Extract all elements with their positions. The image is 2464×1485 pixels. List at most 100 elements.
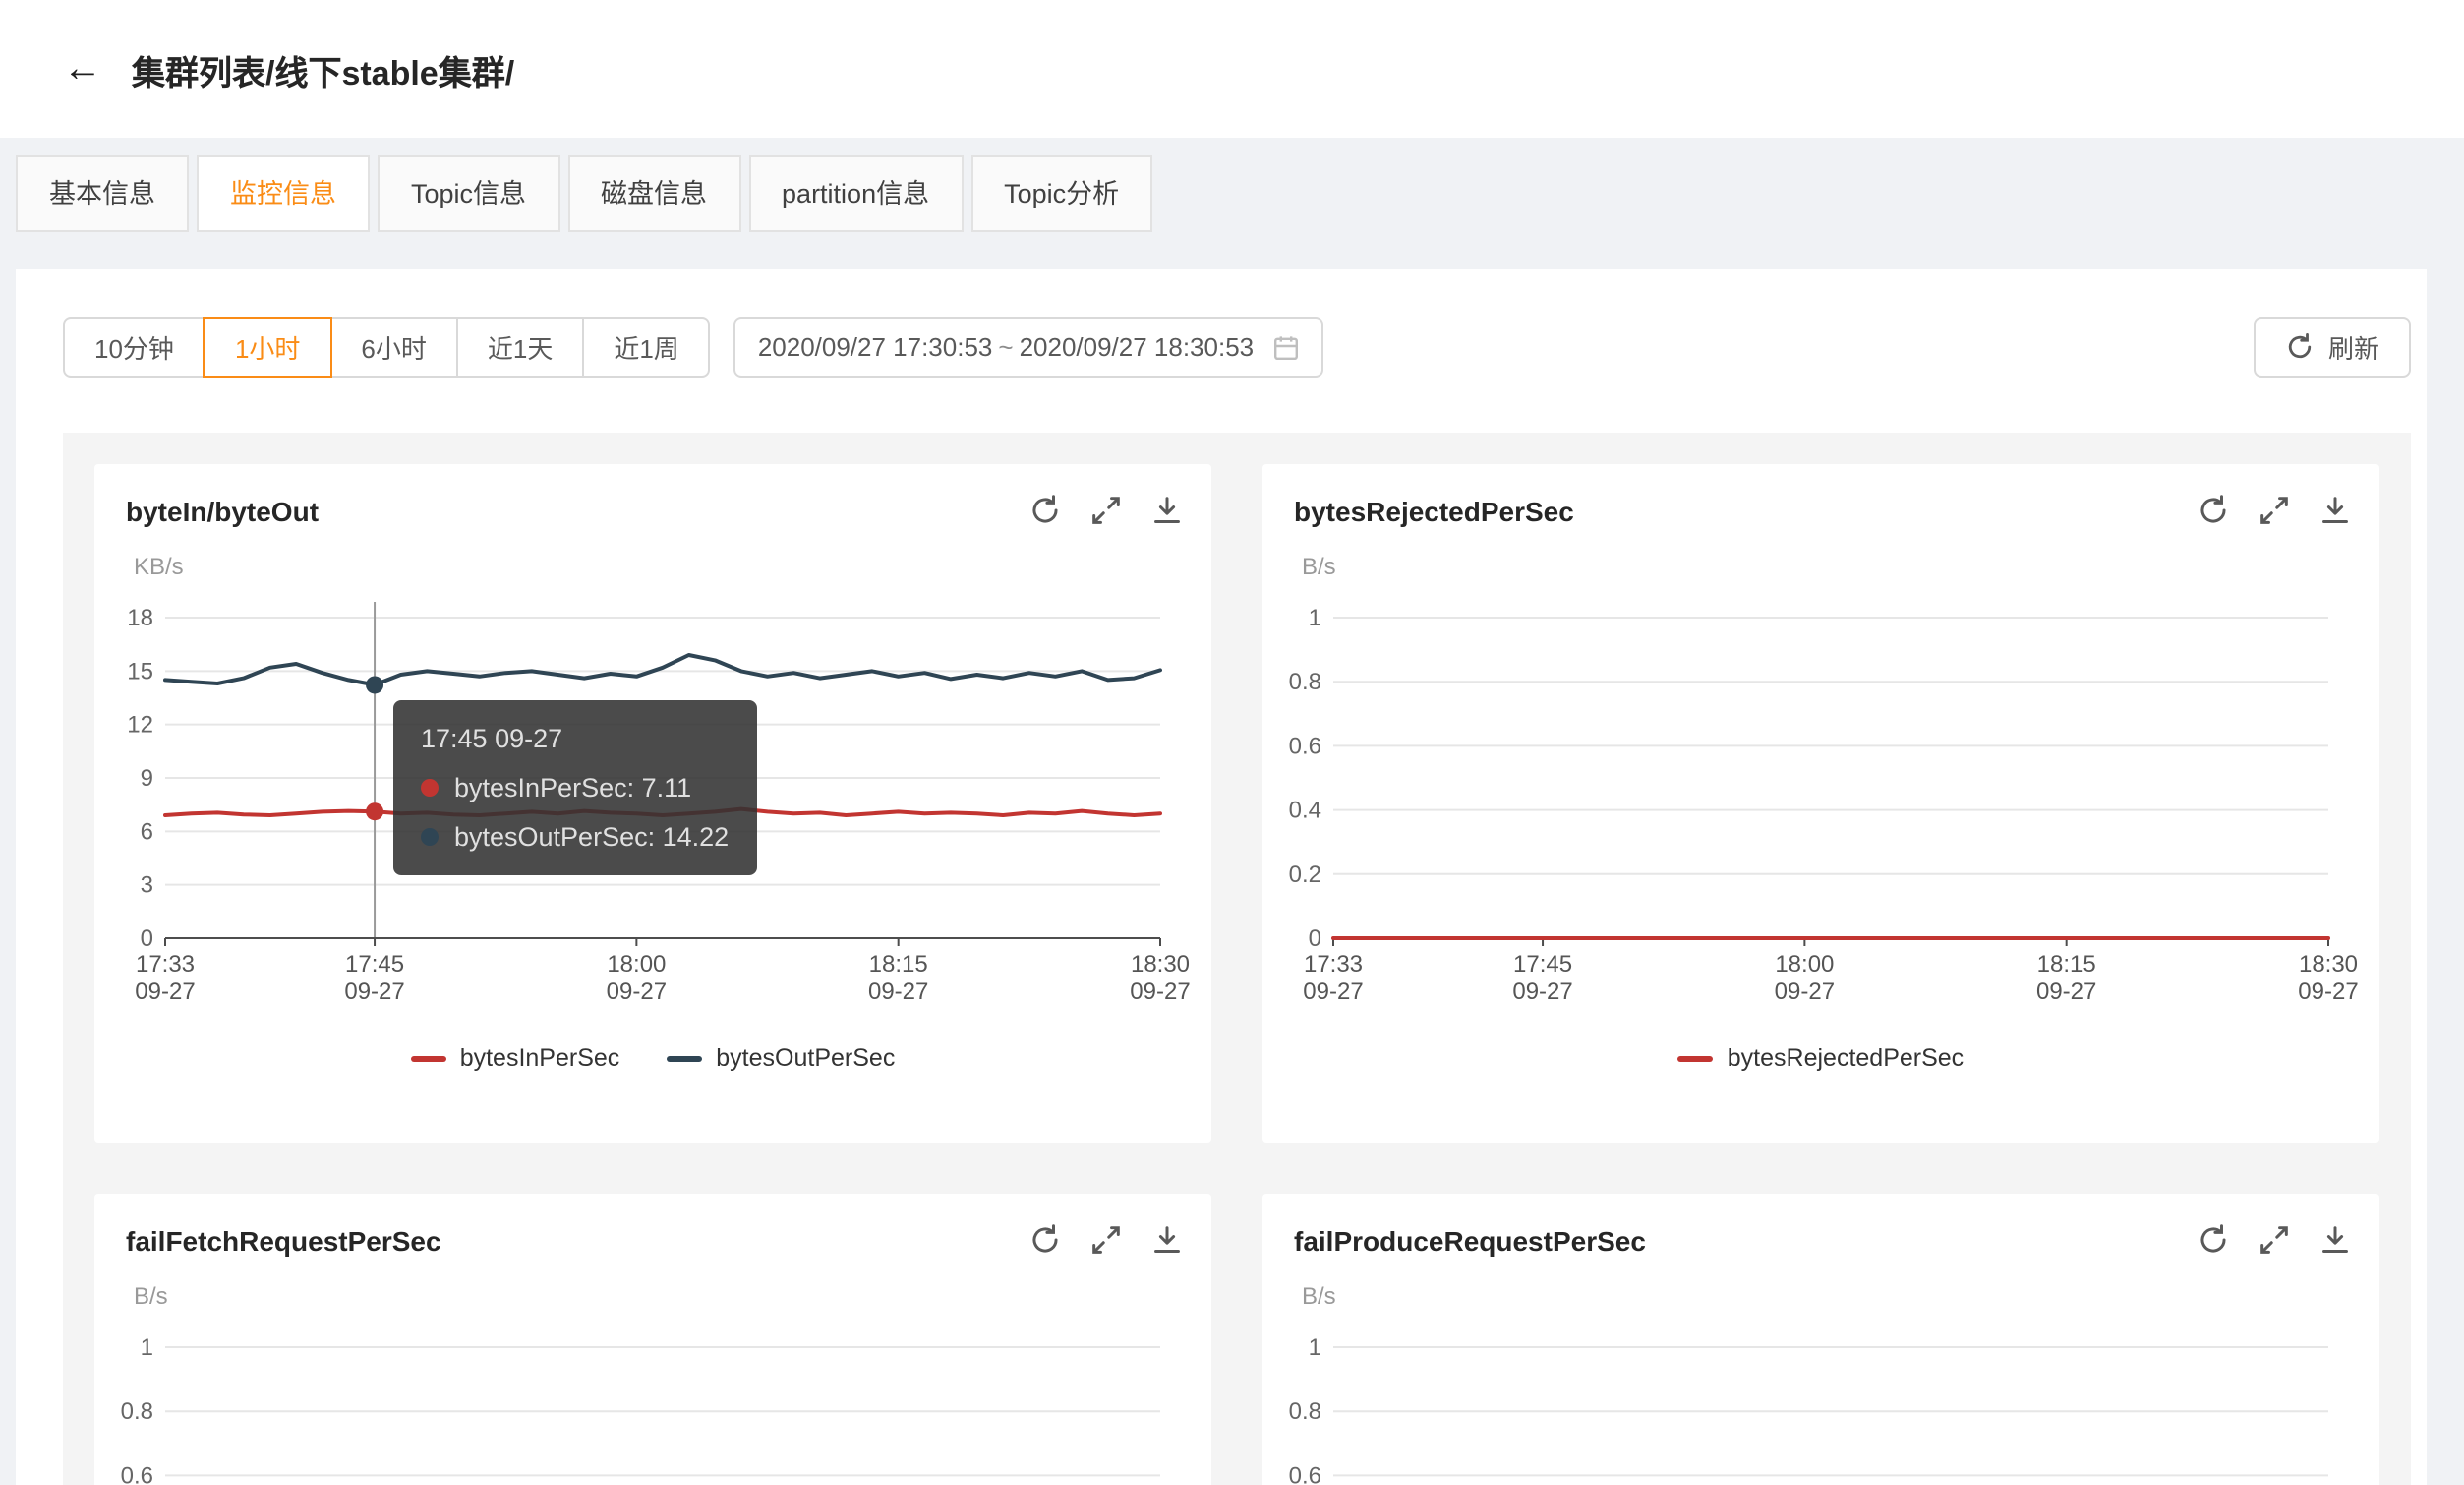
y-tick-label: 6 [141, 818, 153, 845]
chart-download-icon[interactable] [2318, 494, 2352, 527]
tab-partition-info[interactable]: partition信息 [748, 155, 964, 232]
y-tick-label: 0.6 [121, 1462, 153, 1485]
y-tick-label: 3 [141, 872, 153, 899]
chart-card-bytein-byteout: byteIn/byteOut KB/s 0 3 6 9 12 15 18 17:33 09-27… [94, 464, 1211, 1143]
y-tick-label: 0.4 [1289, 798, 1321, 824]
charts-container: byteIn/byteOut KB/s 0 3 6 9 12 15 18 17:33 09-27… [63, 433, 2411, 1485]
tab-disk-info[interactable]: 磁盘信息 [567, 155, 741, 232]
y-axis-unit: B/s [1302, 553, 1336, 580]
chart-refresh-icon[interactable] [2197, 494, 2230, 527]
chart-expand-icon[interactable] [1089, 494, 1123, 527]
breadcrumb-title: 集群列表/线下stable集群/ [132, 54, 515, 91]
time-range-1hour[interactable]: 1小时 [203, 317, 332, 378]
chart-expand-icon[interactable] [2258, 1223, 2291, 1257]
time-range-1week[interactable]: 近1周 [582, 317, 711, 378]
chart-legend: bytesInPerSec bytesOutPerSec [94, 1044, 1211, 1072]
tab-bar: 基本信息 监控信息 Topic信息 磁盘信息 partition信息 Topic… [16, 155, 2464, 232]
x-tick-label: 18:30 [2299, 951, 2358, 978]
y-tick-label: 0 [141, 925, 153, 952]
main-panel: 10分钟 1小时 6小时 近1天 近1周 2020/09/27 17:30:53… [16, 269, 2427, 1485]
chart-title: bytesRejectedPerSec [1294, 496, 1574, 527]
chart-expand-icon[interactable] [1089, 1223, 1123, 1257]
refresh-icon [2285, 332, 2315, 362]
chart-legend: bytesRejectedPerSec [1262, 1044, 2379, 1072]
back-arrow-icon[interactable]: ← [63, 47, 102, 90]
y-tick-label: 12 [127, 712, 153, 739]
y-tick-label: 9 [141, 765, 153, 792]
x-tick-date-label: 09-27 [1775, 979, 1835, 1005]
legend-item-bytesRejectedPerSec[interactable]: bytesRejectedPerSec [1677, 1044, 1965, 1072]
tab-basic-info[interactable]: 基本信息 [16, 155, 189, 232]
time-range-6hour[interactable]: 6小时 [329, 317, 458, 378]
legend-line-icon [410, 1055, 446, 1061]
date-range-start: 2020/09/27 17:30:53 [757, 332, 993, 362]
series-dot-icon [421, 828, 439, 846]
x-tick-date-label: 09-27 [1130, 979, 1190, 1005]
time-range-1day[interactable]: 近1天 [455, 317, 585, 378]
chart-title: byteIn/byteOut [126, 496, 320, 527]
chart-toolbar [2197, 494, 2352, 527]
tab-monitor-info[interactable]: 监控信息 [197, 155, 370, 232]
x-tick-date-label: 09-27 [607, 979, 667, 1005]
tab-topic-info[interactable]: Topic信息 [378, 155, 560, 232]
controls-row: 10分钟 1小时 6小时 近1天 近1周 2020/09/27 17:30:53… [63, 317, 2411, 378]
chart-plot[interactable]: 00.20.40.60.8117:3309-2717:4509-2718:000… [121, 1273, 1180, 1485]
chart-download-icon[interactable] [2318, 1223, 2352, 1257]
x-tick-date-label: 09-27 [868, 979, 928, 1005]
refresh-label: 刷新 [2327, 334, 2379, 364]
legend-label: bytesOutPerSec [716, 1044, 896, 1072]
legend-label: bytesRejectedPerSec [1727, 1044, 1965, 1072]
tooltip-row: bytesOutPerSec: 14.22 [421, 812, 729, 861]
time-range-10min[interactable]: 10分钟 [63, 317, 205, 378]
x-tick-date-label: 09-27 [135, 979, 195, 1005]
y-tick-label: 0.6 [1289, 1462, 1321, 1485]
tab-topic-analysis[interactable]: Topic分析 [970, 155, 1153, 232]
x-tick-date-label: 09-27 [1303, 979, 1363, 1005]
y-axis-unit: B/s [1302, 1282, 1336, 1310]
bytesOutPerSec-marker [366, 676, 384, 694]
x-tick-label: 18:00 [1775, 951, 1834, 978]
time-range-group: 10分钟 1小时 6小时 近1天 近1周 [63, 317, 711, 378]
y-tick-label: 0 [1309, 925, 1321, 952]
chart-toolbar [1028, 1223, 1184, 1257]
x-tick-label: 17:33 [136, 951, 195, 978]
chart-card-bytesrejectedpersec: bytesRejectedPerSec B/s 0 0.2 0.4 0.6 0.8 1 17… [1262, 464, 2379, 1143]
y-tick-label: 0.6 [1289, 733, 1321, 759]
y-tick-label: 0.2 [1289, 861, 1321, 888]
calendar-icon [1271, 333, 1299, 361]
y-tick-label: 0.8 [1289, 669, 1321, 695]
y-tick-label: 1 [141, 1335, 153, 1361]
y-tick-label: 0.8 [121, 1398, 153, 1425]
x-tick-label: 18:00 [607, 951, 666, 978]
tooltip-row: bytesInPerSec: 7.11 [421, 763, 729, 812]
chart-card-failproducerequestpersec: failProduceRequestPerSec B/s 00.20.40.60… [1262, 1194, 2379, 1485]
date-range-end: 2020/09/27 18:30:53 [1019, 332, 1255, 362]
legend-item-bytesInPerSec[interactable]: bytesInPerSec [410, 1044, 620, 1072]
x-tick-label: 18:15 [2037, 951, 2096, 978]
y-tick-label: 18 [127, 605, 153, 631]
chart-download-icon[interactable] [1150, 494, 1184, 527]
chart-toolbar [2197, 1223, 2352, 1257]
chart-expand-icon[interactable] [2258, 494, 2291, 527]
chart-tooltip: 17:45 09-27 bytesInPerSec: 7.11 bytesOutPe… [393, 700, 757, 875]
chart-plot[interactable]: 00.20.40.60.8117:3309-2717:4509-2718:000… [1289, 1273, 2348, 1485]
chart-refresh-icon[interactable] [1028, 1223, 1062, 1257]
x-tick-date-label: 09-27 [344, 979, 404, 1005]
legend-label: bytesInPerSec [459, 1044, 620, 1072]
y-tick-label: 0.8 [1289, 1398, 1321, 1425]
page-header: ← 集群列表/线下stable集群/ [0, 0, 2464, 138]
chart-plot[interactable]: 036912151817:3309-2717:4509-2718:0009-27… [126, 543, 1191, 1015]
chart-refresh-icon[interactable] [1028, 494, 1062, 527]
chart-refresh-icon[interactable] [2197, 1223, 2230, 1257]
x-tick-label: 17:33 [1304, 951, 1363, 978]
chart-download-icon[interactable] [1150, 1223, 1184, 1257]
refresh-button[interactable]: 刷新 [2253, 317, 2411, 378]
y-tick-label: 1 [1309, 1335, 1321, 1361]
date-range-picker[interactable]: 2020/09/27 17:30:53 ~ 2020/09/27 18:30:5… [733, 317, 1323, 378]
x-tick-label: 18:30 [1131, 951, 1190, 978]
chart-toolbar [1028, 494, 1184, 527]
legend-item-bytesOutPerSec[interactable]: bytesOutPerSec [667, 1044, 895, 1072]
y-tick-label: 1 [1309, 605, 1321, 631]
chart-title: failFetchRequestPerSec [126, 1225, 441, 1257]
chart-plot[interactable]: 00.20.40.60.8117:3309-2717:4509-2718:000… [1289, 543, 2359, 1015]
